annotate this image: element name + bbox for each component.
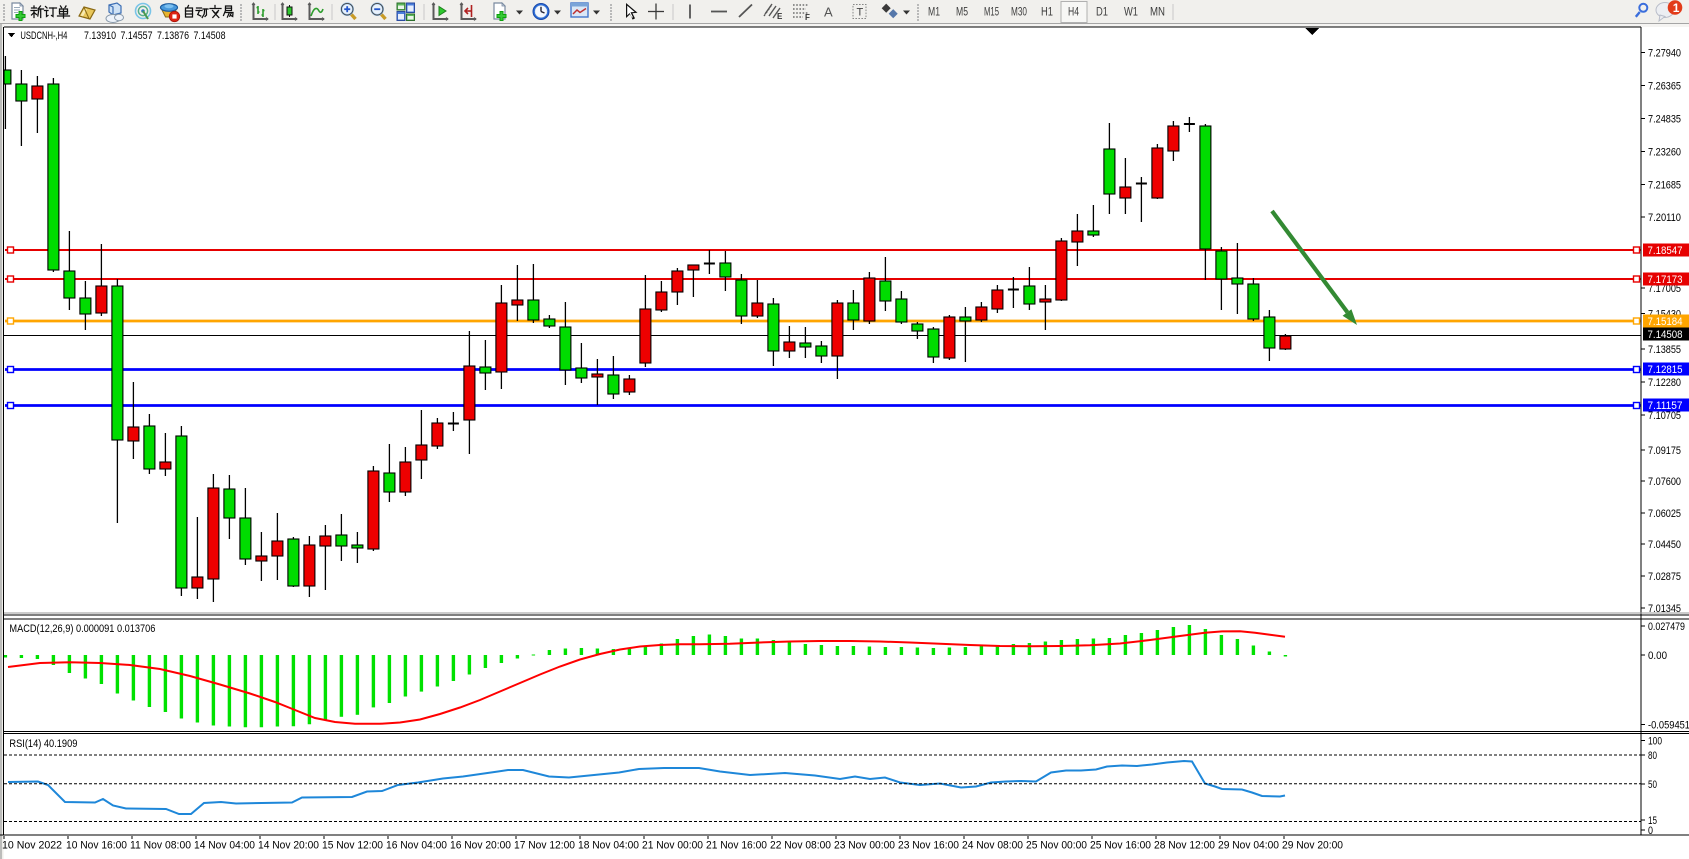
svg-text:H1: H1 — [1041, 7, 1053, 19]
svg-text:USDCNH-,H4: USDCNH-,H4 — [20, 30, 67, 42]
svg-text:16 Nov 20:00: 16 Nov 20:00 — [450, 840, 511, 852]
svg-text:11 Nov 08:00: 11 Nov 08:00 — [130, 840, 191, 852]
svg-text:18 Nov 04:00: 18 Nov 04:00 — [578, 840, 639, 852]
svg-text:50: 50 — [1648, 779, 1657, 791]
svg-text:15 Nov 12:00: 15 Nov 12:00 — [322, 840, 383, 852]
svg-text:7.26365: 7.26365 — [1648, 80, 1681, 92]
svg-text:D1: D1 — [1096, 7, 1108, 19]
svg-text:M15: M15 — [984, 7, 999, 19]
svg-text:7.09175: 7.09175 — [1648, 445, 1681, 457]
svg-text:7.02875: 7.02875 — [1648, 571, 1681, 583]
svg-text:W1: W1 — [1124, 7, 1138, 19]
svg-text:10 Nov 2022: 10 Nov 2022 — [2, 840, 62, 852]
svg-text:28 Nov 12:00: 28 Nov 12:00 — [1154, 840, 1215, 852]
svg-text:A: A — [824, 5, 833, 20]
svg-text:16 Nov 04:00: 16 Nov 04:00 — [386, 840, 447, 852]
svg-text:80: 80 — [1648, 750, 1657, 762]
svg-text:-0.059451: -0.059451 — [1648, 720, 1689, 732]
svg-text:7.13855: 7.13855 — [1648, 344, 1681, 356]
svg-text:21 Nov 00:00: 21 Nov 00:00 — [642, 840, 703, 852]
svg-text:H4: H4 — [1068, 7, 1079, 19]
svg-text:7.10705: 7.10705 — [1648, 410, 1681, 422]
svg-text:7.21685: 7.21685 — [1648, 179, 1681, 191]
svg-text:M30: M30 — [1011, 7, 1027, 19]
svg-text:25 Nov 16:00: 25 Nov 16:00 — [1090, 840, 1151, 852]
svg-text:17 Nov 12:00: 17 Nov 12:00 — [514, 840, 575, 852]
svg-text:29 Nov 04:00: 29 Nov 04:00 — [1218, 840, 1279, 852]
svg-text:0.027479: 0.027479 — [1648, 621, 1685, 633]
svg-text:7.24835: 7.24835 — [1648, 114, 1681, 126]
svg-text:23 Nov 00:00: 23 Nov 00:00 — [834, 840, 895, 852]
svg-text:7.17173: 7.17173 — [1648, 274, 1683, 286]
svg-text:21 Nov 16:00: 21 Nov 16:00 — [706, 840, 767, 852]
svg-text:M5: M5 — [956, 7, 968, 19]
svg-text:MACD(12,26,9) 0.000091 0.01370: MACD(12,26,9) 0.000091 0.013706 — [9, 623, 155, 635]
svg-text:7.11157: 7.11157 — [1648, 400, 1683, 412]
svg-text:M1: M1 — [928, 7, 940, 19]
svg-text:7.18547: 7.18547 — [1648, 245, 1683, 257]
svg-text:RSI(14) 40.1909: RSI(14) 40.1909 — [9, 738, 77, 750]
svg-text:7.20110: 7.20110 — [1648, 212, 1681, 224]
svg-text:29 Nov 20:00: 29 Nov 20:00 — [1282, 840, 1343, 852]
svg-text:0.00: 0.00 — [1648, 650, 1667, 662]
svg-text:7.14508: 7.14508 — [1648, 329, 1683, 341]
svg-text:1: 1 — [1673, 1, 1680, 15]
svg-text:7.17005: 7.17005 — [1648, 283, 1681, 295]
svg-text:24 Nov 08:00: 24 Nov 08:00 — [962, 840, 1023, 852]
svg-text:7.12815: 7.12815 — [1648, 364, 1683, 376]
svg-text:14 Nov 20:00: 14 Nov 20:00 — [258, 840, 319, 852]
svg-text:7.14508: 7.14508 — [194, 30, 226, 42]
svg-text:7.23260: 7.23260 — [1648, 147, 1681, 159]
svg-text:23 Nov 16:00: 23 Nov 16:00 — [898, 840, 959, 852]
svg-text:MN: MN — [1150, 7, 1165, 19]
svg-text:7.13910: 7.13910 — [84, 30, 116, 42]
svg-text:7.15184: 7.15184 — [1648, 316, 1683, 328]
svg-text:E: E — [777, 12, 783, 21]
svg-text:7.06025: 7.06025 — [1648, 508, 1681, 520]
svg-text:7.01345: 7.01345 — [1648, 603, 1681, 615]
svg-text:F: F — [805, 13, 810, 22]
svg-text:22 Nov 08:00: 22 Nov 08:00 — [770, 840, 831, 852]
svg-text:T: T — [857, 7, 864, 19]
svg-text:15: 15 — [1648, 815, 1657, 827]
svg-text:0: 0 — [1648, 825, 1653, 837]
svg-text:7.14557: 7.14557 — [121, 30, 153, 42]
svg-text:7.13876: 7.13876 — [157, 30, 189, 42]
svg-text:10 Nov 16:00: 10 Nov 16:00 — [66, 840, 127, 852]
svg-text:100: 100 — [1648, 736, 1662, 748]
svg-text:7.07600: 7.07600 — [1648, 476, 1681, 488]
svg-text:7.12280: 7.12280 — [1648, 377, 1681, 389]
svg-text:14 Nov 04:00: 14 Nov 04:00 — [194, 840, 255, 852]
svg-text:25 Nov 00:00: 25 Nov 00:00 — [1026, 840, 1087, 852]
svg-text:7.04450: 7.04450 — [1648, 539, 1681, 551]
svg-text:7.27940: 7.27940 — [1648, 47, 1681, 59]
